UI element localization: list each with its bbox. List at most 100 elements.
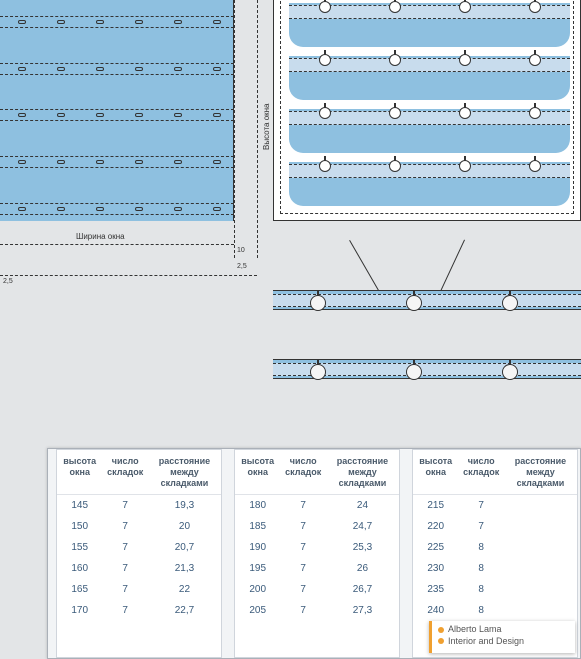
fold-marker [18, 207, 26, 211]
ring-icon [389, 1, 401, 13]
table-cell: 7 [280, 537, 325, 558]
fold-marker [57, 207, 65, 211]
table-row: 2358 [413, 579, 577, 600]
table-cell: 26,7 [326, 579, 399, 600]
table-header-row: высота окначисло складокрасстояние между… [57, 450, 221, 495]
table-row: 2207 [413, 516, 577, 537]
ring-icon [319, 1, 331, 13]
table-header-row: высота окначисло складокрасстояние между… [235, 450, 399, 495]
fold-marker [135, 67, 143, 71]
table-row: 170722,7 [57, 600, 221, 621]
left-dash-row [0, 109, 234, 121]
table-row: 2408 [413, 600, 577, 621]
table-cell: 20 [148, 516, 221, 537]
credit-author: Alberto Lama [448, 624, 502, 634]
dim-divider-2 [257, 0, 258, 258]
ring-icon [459, 107, 471, 119]
fold-marker [57, 160, 65, 164]
panel-left [0, 0, 234, 221]
label-25a: 2,5 [237, 263, 247, 270]
table-cell: 195 [235, 558, 280, 579]
ring-icon [389, 54, 401, 66]
ring-icon [459, 1, 471, 13]
table-cell: 215 [413, 495, 458, 516]
left-dash-row [0, 203, 234, 215]
table-cell: 19,3 [148, 495, 221, 516]
fold-marker [174, 67, 182, 71]
table-column-group: высота окначисло складокрасстояние между… [56, 449, 222, 658]
table-header-cell: число складок [102, 450, 147, 494]
table-cell: 22,7 [148, 600, 221, 621]
fold-marker [213, 207, 221, 211]
big-ring-icon [502, 364, 518, 380]
fold-marker [57, 67, 65, 71]
table-cell: 225 [413, 537, 458, 558]
fold-marker [213, 20, 221, 24]
fold-marker [213, 160, 221, 164]
table-cell: 24,7 [326, 516, 399, 537]
table-cell: 20,7 [148, 537, 221, 558]
ring-icon [389, 160, 401, 172]
table-cell: 7 [102, 516, 147, 537]
table-cell: 7 [280, 516, 325, 537]
ring-icon [459, 54, 471, 66]
ring-icon [529, 107, 541, 119]
table-cell [504, 516, 577, 537]
table-cell: 21,3 [148, 558, 221, 579]
table-cell [504, 600, 577, 621]
fold-marker [174, 160, 182, 164]
table-cell: 22 [148, 579, 221, 600]
table-cell: 7 [280, 600, 325, 621]
fold-marker [174, 207, 182, 211]
ring-icon [529, 160, 541, 172]
label-10: 10 [237, 247, 245, 254]
ring-icon [319, 54, 331, 66]
fold-marker [96, 207, 104, 211]
ring-icon [459, 160, 471, 172]
table-cell: 220 [413, 516, 458, 537]
table-cell: 8 [458, 600, 503, 621]
table-cell [504, 495, 577, 516]
fold-marker [57, 20, 65, 24]
big-ring-icon [406, 364, 422, 380]
table-row: 150720 [57, 516, 221, 537]
big-ring-icon [502, 295, 518, 311]
table-cell [504, 558, 577, 579]
fold-marker [96, 67, 104, 71]
ring-row [289, 54, 570, 68]
ring-row [289, 107, 570, 121]
table-cell: 230 [413, 558, 458, 579]
table-cell: 165 [57, 579, 102, 600]
table-cell [504, 537, 577, 558]
left-dash-row [0, 63, 234, 75]
table-header-cell: высота окна [235, 450, 280, 494]
lead-2 [439, 240, 465, 295]
table-cell: 7 [458, 516, 503, 537]
ring-icon [529, 54, 541, 66]
ring-icon [319, 107, 331, 119]
table-row: 180724 [235, 495, 399, 516]
fold-marker [174, 113, 182, 117]
table-header-cell: число складок [280, 450, 325, 494]
ring-icon [529, 1, 541, 13]
dim-width-line [0, 244, 234, 245]
table-cell: 7 [102, 558, 147, 579]
credit-badge: Alberto Lama Interior and Design [429, 621, 575, 653]
table-row: 205727,3 [235, 600, 399, 621]
table-cell: 155 [57, 537, 102, 558]
table-header-cell: высота окна [413, 450, 458, 494]
ring-icon [389, 107, 401, 119]
fold-marker [18, 67, 26, 71]
table-header-cell: высота окна [57, 450, 102, 494]
table-cell: 7 [102, 537, 147, 558]
table-column-group: высота окначисло складокрасстояние между… [234, 449, 400, 658]
diagram-area: Ширина окна 2,5 10 Высота окна 2,5 [0, 0, 581, 430]
big-ring-icon [310, 295, 326, 311]
table-cell: 235 [413, 579, 458, 600]
table-cell: 205 [235, 600, 280, 621]
table-cell: 25,3 [326, 537, 399, 558]
table-row: 2308 [413, 558, 577, 579]
fold-marker [57, 113, 65, 117]
table-cell: 160 [57, 558, 102, 579]
table-cell: 7 [280, 579, 325, 600]
